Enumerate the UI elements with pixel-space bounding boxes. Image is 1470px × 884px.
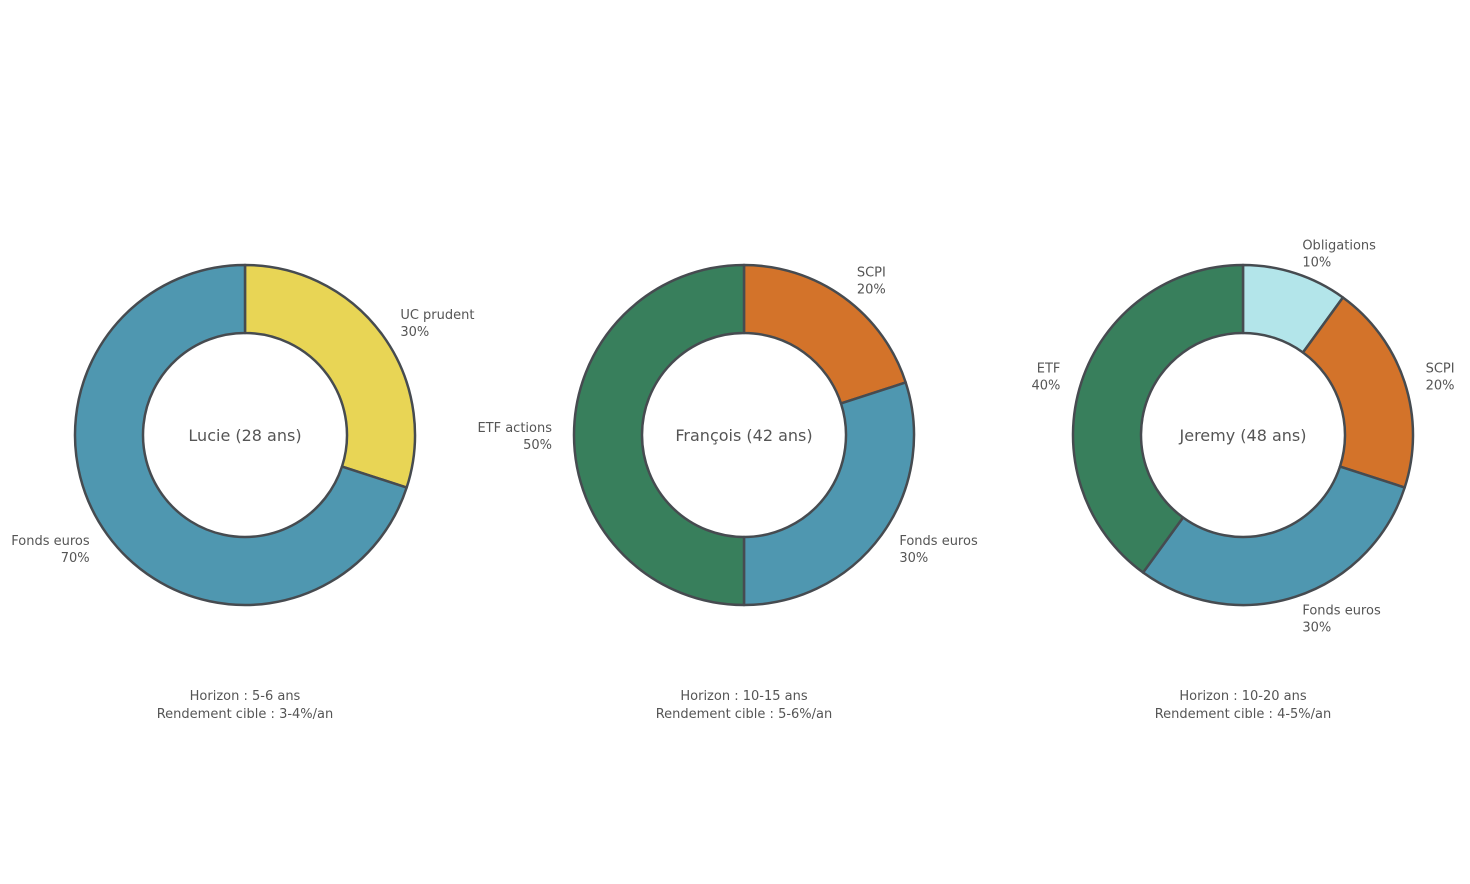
slice-label: ETF actions [477, 421, 552, 436]
footer-lucie: Horizon : 5-6 ans Rendement cible : 3-4%… [95, 688, 395, 724]
slice-percent: 30% [1302, 621, 1331, 636]
slice-percent: 40% [1031, 379, 1060, 394]
target-return-text: Rendement cible : 4-5%/an [1154, 707, 1332, 722]
slice-percent: 20% [857, 283, 886, 298]
donut-1: SCPI 20% Fonds euros 30% ETF actions 50% Franç… [477, 263, 978, 607]
donut-center-title: Jeremy (48 ans) [1179, 426, 1307, 445]
horizon-text: Horizon : 10-15 ans [680, 689, 808, 704]
target-return-text: Rendement cible : 3-4%/an [156, 707, 334, 722]
horizon-text: Horizon : 10-20 ans [1179, 689, 1307, 704]
slice-percent: 10% [1302, 255, 1331, 270]
donut-center-title: François (42 ans) [675, 426, 812, 445]
slice-label: Obligations [1302, 238, 1376, 253]
donut-0: UC prudent 30% Fonds euros 70% Lucie (28 ans… [11, 263, 474, 607]
slice-uc-prudent[interactable] [243, 263, 417, 489]
donut-center-title: Lucie (28 ans) [188, 426, 301, 445]
slice-label: Fonds euros [1302, 604, 1381, 619]
slice-percent: 50% [523, 438, 552, 453]
slice-label: Fonds euros [11, 534, 90, 549]
slice-label: Fonds euros [899, 534, 978, 549]
slice-label: ETF [1037, 362, 1061, 377]
slice-etf-actions[interactable] [572, 263, 746, 607]
slice-percent: 30% [400, 325, 429, 340]
horizon-text: Horizon : 5-6 ans [189, 689, 301, 704]
slice-label: UC prudent [400, 308, 474, 323]
slice-etf[interactable] [1071, 263, 1245, 574]
slice-percent: 70% [61, 551, 90, 566]
slice-label: SCPI [857, 266, 886, 281]
footer-francois: Horizon : 10-15 ans Rendement cible : 5-… [594, 688, 894, 724]
slice-percent: 20% [1426, 379, 1455, 394]
slice-percent: 30% [899, 551, 928, 566]
footer-jeremy: Horizon : 10-20 ans Rendement cible : 4-… [1093, 688, 1393, 724]
donut-2: Obligations 10% SCPI 20% Fonds euros 30% ETF 40… [1031, 238, 1454, 635]
slice-fonds-euros[interactable] [73, 263, 408, 607]
slice-label: SCPI [1426, 362, 1455, 377]
target-return-text: Rendement cible : 5-6%/an [655, 707, 833, 722]
slice-fonds-euros[interactable] [1141, 465, 1406, 607]
slice-fonds-euros[interactable] [742, 381, 916, 607]
